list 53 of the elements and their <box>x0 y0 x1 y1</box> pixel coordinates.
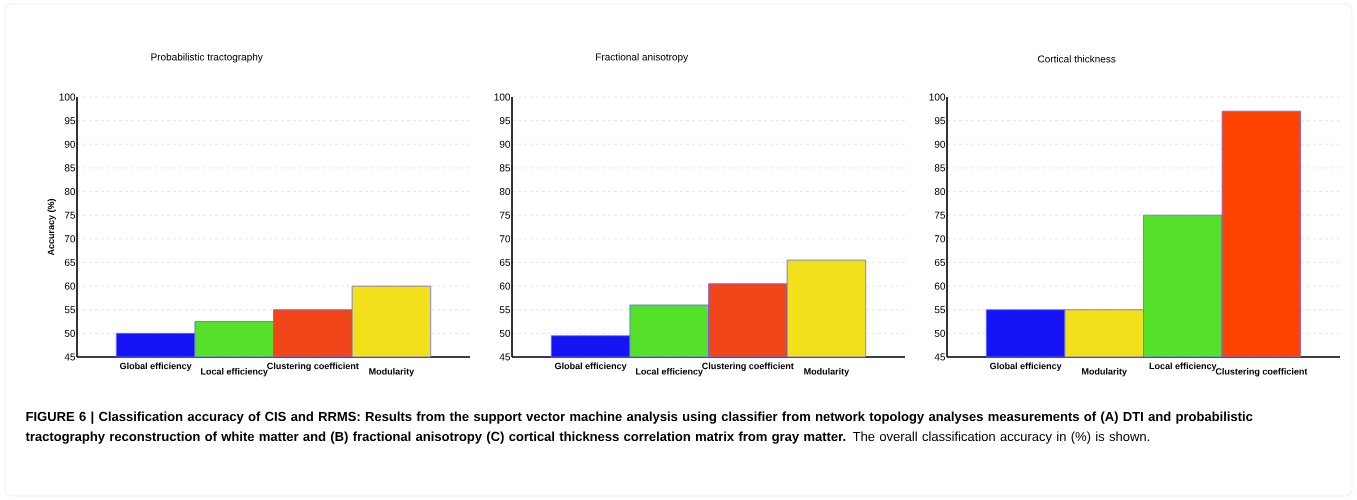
y-tick-label: 95 <box>64 117 76 125</box>
x-tick-label: Local efficiency <box>636 368 703 377</box>
y-tick-label: 50 <box>499 329 511 337</box>
y-tick-label: 80 <box>934 188 946 196</box>
y-tick-label: 100 <box>494 93 511 101</box>
y-tick-label: 70 <box>934 235 946 243</box>
y-tick-label: 60 <box>64 282 76 290</box>
x-tick-label: Global efficiency <box>554 362 627 371</box>
y-tick-label: 100 <box>59 93 76 101</box>
y-tick-label: 55 <box>499 306 511 314</box>
y-tick-label: 45 <box>934 353 946 361</box>
y-axis-title: Accuracy (%) <box>47 198 56 256</box>
y-tick-label: 80 <box>64 188 76 196</box>
x-tick-label: Global efficiency <box>989 362 1062 371</box>
text: FIGURE 6 | Classification accuracy of CIS and RRMS: Results from the support vector machine analysis using classifier from network topology analyses measurements of (A) DTI and probabilistic tractography reconstruction of white matter and (B) fractional anisotropy (C) cortical thickness correlation matrix from gray matter. The overall classification accuracy in (%) is shown. <box>25 411 1253 444</box>
x-tick-label: Clustering coefficient <box>702 362 794 371</box>
x-tick-label: Modularity <box>804 368 850 377</box>
x-tick-label: Clustering coefficient <box>1215 368 1308 377</box>
y-tick-label: 45 <box>64 353 76 361</box>
y-tick-label: 85 <box>499 164 511 172</box>
x-tick-label: Local efficiency <box>1149 362 1217 371</box>
chart-title: Fractional anisotropy <box>596 53 689 63</box>
x-tick-label: Global efficiency <box>119 362 192 371</box>
y-tick-label: 90 <box>934 140 946 148</box>
y-tick-label: 50 <box>934 329 946 337</box>
y-tick-label: 65 <box>934 258 946 266</box>
y-tick-label: 75 <box>64 211 76 219</box>
y-tick-label: 85 <box>64 164 76 172</box>
chart-title: Cortical thickness <box>1038 55 1116 63</box>
y-tick-label: 45 <box>499 353 511 361</box>
y-tick-label: 55 <box>64 306 76 314</box>
y-tick-label: 95 <box>934 117 946 125</box>
y-tick-label: 65 <box>64 258 76 266</box>
x-tick-label: Clustering coefficient <box>267 362 359 371</box>
y-tick-label: 90 <box>499 140 511 148</box>
y-tick-label: 75 <box>934 211 946 219</box>
y-tick-label: 70 <box>64 235 76 243</box>
y-tick-label: 70 <box>499 235 511 243</box>
y-tick-label: 50 <box>64 329 76 337</box>
x-tick-label: Local efficiency <box>201 368 268 377</box>
y-tick-label: 60 <box>499 282 511 290</box>
x-tick-label: Modularity <box>1082 368 1127 377</box>
y-tick-label: 55 <box>934 306 946 314</box>
chart-title: Probabilistic tractography <box>151 53 263 63</box>
y-tick-label: 60 <box>934 282 946 290</box>
y-tick-label: 80 <box>499 188 511 196</box>
y-tick-label: 90 <box>64 140 76 148</box>
x-tick-label: Modularity <box>369 368 415 377</box>
y-tick-label: 85 <box>934 164 946 172</box>
y-tick-label: 95 <box>499 117 511 125</box>
y-tick-label: 100 <box>929 93 946 101</box>
y-tick-label: 75 <box>499 211 511 219</box>
y-tick-label: 65 <box>499 258 511 266</box>
